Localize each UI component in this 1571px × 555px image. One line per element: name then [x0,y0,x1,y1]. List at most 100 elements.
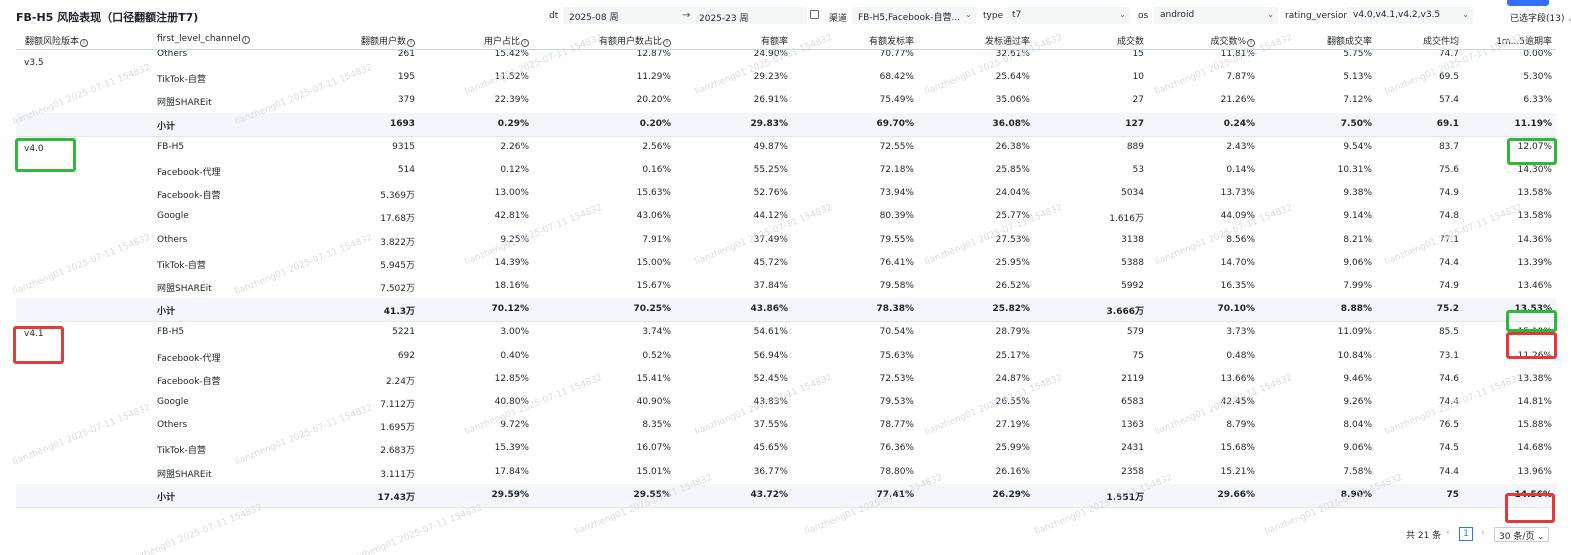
col-version-header[interactable]: 翻额风险版本 i [25,34,89,47]
value-cell: 1363 [1121,420,1144,431]
value-cell: 25.95% [995,257,1030,268]
value-cell: 5388 [1121,257,1144,268]
value-cell: 13.96% [1517,466,1552,477]
col-user-share-header[interactable]: 用户占比 i [484,34,529,47]
value-cell: 2.24万 [385,376,415,387]
channel-select[interactable]: FB-H5,Facebook-自营... ⌄ [852,7,976,24]
chevron-down-icon: ⌄ [1537,532,1544,541]
col-channel-header[interactable]: first_level_channel i [157,34,250,44]
col-deal-share-header[interactable]: 成交数% i [1210,34,1255,47]
value-cell: 83.7 [1438,141,1459,152]
col-credit-share-header[interactable]: 有额用户数占比 i [599,34,671,47]
value-cell: 11.52% [494,72,529,83]
info-icon[interactable]: i [80,39,89,47]
value-cell: 29.83% [750,118,789,129]
value-cell: 54.61% [753,327,788,338]
value-cell: 9.25% [500,234,529,245]
table-row: TikTok-自营 2.683万 15.39% 16.07% 45.65% 76.36% 2… [16,437,1556,460]
value-cell: 7.12% [1343,95,1372,106]
value-cell: 0.29% [497,118,529,129]
calendar-icon[interactable] [810,10,819,19]
value-cell: 13.38% [1517,373,1552,384]
header-label: 成交件均 [1422,37,1459,47]
value-cell: 8.04% [1343,420,1372,431]
subtotal-row: 小计 1693 0.29% 0.20% 29.83% 69.70% 36.08% 127 0.2… [16,112,1556,136]
col-credit-rate-header[interactable]: 有额率 [761,34,788,47]
value-cell: 79.58% [879,281,914,291]
value-cell: 49.87% [753,141,788,152]
channel-cell: Facebook-自营 [157,191,221,202]
value-cell: 36.77% [753,466,788,477]
watermark: lianzheng01 2025-07-11 154832 [123,502,264,555]
top-edge-tab[interactable] [1507,0,1549,6]
value-cell: 15.67% [636,281,671,291]
table-row: Others 261 15.42% 12.87% 24.90% 70.77% 32.61% 1… [16,50,1556,66]
value-cell: 32.61% [995,50,1030,59]
dt-start: 2025-08 周 [569,13,619,23]
value-cell: 79.55% [879,234,914,245]
value-cell: 10.84% [1337,350,1372,361]
info-icon[interactable]: i [663,39,671,47]
table-header: 翻额风险版本 i first_level_channel i 翻额用户数 i 用户占比 i 有额… [16,30,1556,50]
value-cell: 0.00% [1523,50,1552,59]
value-cell: 78.80% [879,466,914,477]
value-cell: 21.26% [1220,95,1255,106]
value-cell: 195 [397,72,415,83]
col-conv-rate-header[interactable]: 翻额成交率 [1327,34,1372,47]
info-icon[interactable]: i [241,36,250,44]
col-issue-rate-header[interactable]: 有额发标率 [869,34,914,47]
value-cell: 27.53% [995,234,1030,245]
info-icon[interactable]: i [407,39,415,47]
page-size-select[interactable]: 30 条/页 ⌄ [1494,527,1549,542]
value-cell: 26.29% [992,489,1031,500]
value-cell: 43.86% [750,304,789,315]
value-cell: 35.06% [995,95,1030,106]
value-cell: 8.90% [1340,489,1372,500]
value-cell: 26.38% [995,141,1030,152]
value-cell: 14.39% [494,257,529,268]
value-cell: 74.8 [1438,211,1459,222]
value-cell: 7.58% [1343,466,1372,477]
value-cell: 24.90% [753,50,788,59]
os-select[interactable]: android ⌄ [1154,7,1278,24]
channel-cell: 小计 [157,492,176,503]
channel-cell: Others [157,234,188,245]
value-cell: 379 [397,95,415,106]
value-cell: 0.48% [1226,350,1255,361]
dt-range-picker[interactable]: 2025-08 周 [563,7,807,24]
value-cell: 37.49% [753,234,788,245]
value-cell: 14.36% [1517,234,1552,245]
value-cell: 15.39% [494,443,529,454]
info-icon[interactable]: i [521,39,529,47]
header-label: 用户占比 [483,37,520,47]
value-cell: 74.5 [1438,443,1459,454]
value-cell: 11.81% [1220,50,1255,59]
value-cell: 40.80% [494,397,529,407]
col-deals-header[interactable]: 成交数 [1117,34,1144,47]
prev-page-icon[interactable]: ‹ [1446,528,1450,538]
fields-selector[interactable]: 已选字段(13) ⌄ [1510,11,1571,24]
page-1-button[interactable]: 1 [1459,527,1473,541]
value-cell: 76.36% [879,443,914,454]
value-cell: 10.31% [1337,165,1372,175]
value-cell: 29.55% [633,489,672,500]
header-label: 翻额成交率 [1326,37,1372,47]
channel-cell: TikTok-自营 [157,75,206,86]
col-users-header[interactable]: 翻额用户数 i [361,34,415,47]
value-cell: 14.81% [1517,397,1552,407]
col-avg-deal-header[interactable]: 成交件均 [1423,34,1459,47]
col-overdue-rate-header[interactable]: 1m...5逾期率 [1496,34,1552,47]
type-select[interactable]: t7 ⌄ [1006,7,1130,24]
value-cell: 10 [1132,72,1144,83]
fields-selected-label: 已选字段(13) [1510,14,1565,24]
table-body: Others 261 15.42% 12.87% 24.90% 70.77% 32.61% 1… [16,50,1556,508]
info-icon[interactable]: i [1247,39,1255,47]
col-pass-rate-header[interactable]: 发标通过率 [985,34,1030,47]
table-row: Others 3.822万 9.25% 7.91% 37.49% 79.55% 27.53%… [16,229,1556,252]
value-cell: 14.68% [1517,443,1552,454]
value-cell: 69.5 [1438,72,1459,83]
next-page-icon[interactable]: › [1481,528,1485,538]
value-cell: 14.70% [1220,257,1255,268]
channel-cell: Facebook-代理 [157,353,221,364]
rating-version-select[interactable]: v4.0,v4.1,v4.2,v3.5 ⌄ [1347,7,1473,24]
